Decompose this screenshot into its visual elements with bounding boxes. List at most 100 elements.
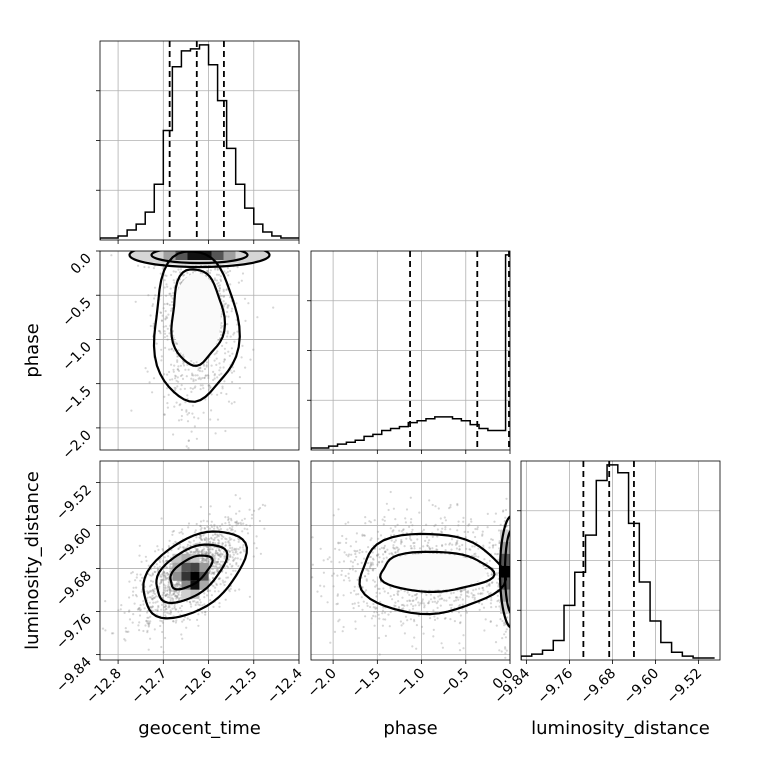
scatter-point	[223, 270, 226, 273]
scatter-point	[449, 528, 452, 531]
scatter-point	[465, 547, 468, 551]
histogram-geocent_time	[100, 44, 299, 240]
scatter-point	[215, 357, 218, 360]
scatter-point	[217, 590, 220, 593]
scatter-point	[433, 600, 437, 603]
scatter-point	[219, 279, 223, 283]
scatter-point	[448, 596, 451, 599]
scatter-point	[175, 608, 178, 611]
scatter-point	[168, 588, 171, 591]
scatter-point	[165, 274, 168, 277]
scatter-point	[199, 388, 202, 391]
scatter-point	[231, 380, 234, 384]
scatter-point	[197, 613, 200, 616]
scatter-point	[374, 615, 377, 618]
scatter-point	[527, 543, 529, 545]
scatter-point	[488, 559, 491, 562]
scatter-point	[242, 544, 245, 547]
scatter-point	[218, 362, 221, 365]
density-cell	[175, 251, 188, 260]
scatter-point	[228, 523, 231, 526]
scatter-point	[287, 580, 289, 582]
scatter-point	[448, 543, 451, 546]
scatter-point	[192, 378, 195, 381]
scatter-point	[172, 433, 175, 436]
scatter-point	[226, 332, 229, 335]
scatter-point	[224, 598, 227, 601]
scatter-point	[461, 598, 464, 601]
scatter-point	[504, 646, 507, 649]
scatter-point	[226, 330, 229, 333]
scatter-point	[225, 288, 228, 291]
scatter-point	[247, 302, 250, 305]
scatter-point	[361, 534, 364, 537]
scatter-point	[209, 386, 212, 389]
scatter-point	[220, 333, 223, 336]
scatter-point	[494, 552, 497, 556]
scatter-point	[422, 528, 425, 532]
scatter-point	[497, 558, 500, 562]
scatter-point	[381, 561, 384, 564]
scatter-point	[472, 531, 475, 534]
scatter-point	[174, 583, 177, 587]
scatter-point	[178, 282, 182, 285]
scatter-point	[168, 292, 171, 295]
scatter-point	[504, 516, 507, 519]
scatter-point	[167, 313, 170, 316]
scatter-point	[208, 513, 211, 516]
scatter-point	[241, 546, 244, 549]
scatter-point	[158, 585, 161, 589]
scatter-point	[219, 583, 222, 586]
scatter-point	[402, 622, 405, 625]
scatter-point	[415, 596, 419, 599]
scatter-point	[160, 645, 163, 649]
scatter-point	[166, 285, 169, 288]
scatter-point	[221, 579, 224, 582]
scatter-point	[179, 388, 182, 391]
scatter-point	[459, 614, 462, 617]
scatter-point	[205, 269, 209, 273]
scatter-point	[218, 562, 221, 566]
scatter-point	[175, 401, 178, 404]
scatter-point	[163, 586, 166, 589]
scatter-point	[231, 549, 234, 552]
scatter-point	[179, 596, 182, 599]
scatter-point	[416, 538, 419, 541]
scatter-point	[204, 552, 207, 556]
scatter-point	[233, 547, 236, 550]
scatter-point	[162, 307, 165, 310]
scatter-point	[203, 603, 206, 606]
scatter-point	[432, 628, 435, 632]
scatter-point	[487, 583, 490, 587]
scatter-point	[394, 601, 397, 604]
scatter-point	[375, 607, 378, 610]
scatter-point	[539, 607, 541, 609]
scatter-point	[227, 517, 230, 520]
scatter-point	[131, 594, 135, 597]
scatter-point	[199, 535, 203, 538]
scatter-point	[363, 557, 366, 560]
scatter-point	[168, 570, 172, 573]
scatter-point	[282, 578, 284, 580]
scatter-point	[472, 555, 475, 558]
scatter-point	[229, 587, 232, 591]
scatter-point	[236, 552, 239, 556]
scatter-point	[491, 544, 494, 547]
scatter-point	[368, 520, 371, 523]
scatter-point	[153, 297, 156, 300]
scatter-point	[190, 550, 193, 553]
contour-outer	[142, 530, 249, 620]
scatter-point	[243, 527, 246, 530]
scatter-point	[219, 525, 222, 528]
scatter-point	[210, 520, 213, 523]
scatter-point	[381, 518, 384, 521]
scatter-point	[506, 616, 509, 619]
contour-inner	[170, 268, 227, 367]
scatter-point	[117, 609, 120, 612]
scatter-point	[174, 594, 177, 597]
scatter-point	[162, 574, 165, 577]
scatter-point	[504, 647, 507, 650]
scatter-point	[243, 517, 246, 520]
scatter-point	[177, 610, 180, 613]
scatter-point	[187, 522, 191, 525]
